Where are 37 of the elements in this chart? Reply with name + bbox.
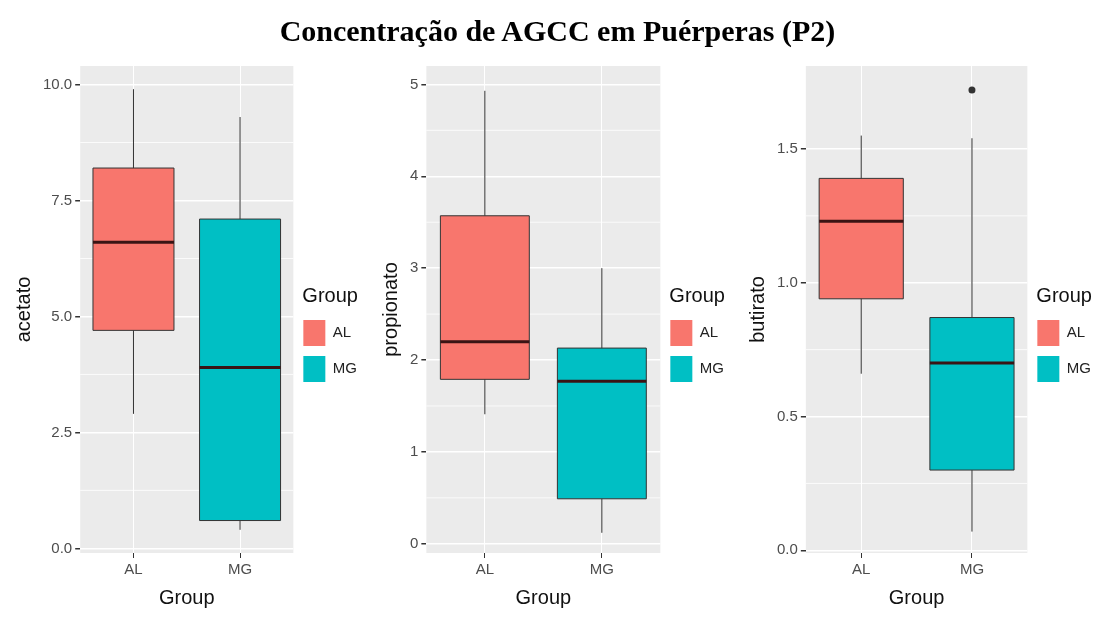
y-tick-label: 2 — [410, 350, 419, 368]
y-tick-label: 1 — [410, 442, 419, 460]
y-axis-title: acetato — [11, 276, 34, 343]
y-tick-label: 5 — [410, 74, 419, 92]
y-tick-label: 1.0 — [776, 272, 798, 290]
y-tick-label: 3 — [410, 258, 419, 276]
y-tick-label: 0.0 — [776, 540, 798, 558]
x-tick-label: MG — [589, 560, 614, 578]
legend-label: AL — [1066, 323, 1086, 341]
y-tick-label: 0.5 — [776, 406, 798, 424]
y-tick-label: 7.5 — [51, 190, 73, 208]
x-axis-title: Group — [888, 585, 945, 608]
y-tick-label: 10.0 — [42, 74, 73, 92]
y-tick-label: 0 — [410, 533, 419, 551]
legend-label: MG — [699, 359, 725, 377]
y-axis-title: propionato — [378, 262, 401, 357]
x-axis-title: Group — [515, 585, 572, 608]
x-tick-label: AL — [475, 560, 495, 578]
y-tick-label: 2.5 — [51, 422, 73, 440]
legend-title: Group — [302, 283, 358, 306]
legend-title: Group — [1036, 283, 1092, 306]
x-tick-label: MG — [959, 560, 985, 578]
x-tick-label: AL — [124, 560, 143, 578]
x-tick-label: MG — [227, 560, 253, 578]
y-axis-title: butirato — [745, 276, 768, 343]
x-tick-label: AL — [852, 560, 871, 578]
y-tick-label: 5.0 — [51, 306, 73, 324]
legend-label: MG — [1066, 359, 1092, 377]
x-axis-title: Group — [158, 585, 215, 608]
legend-label: AL — [332, 323, 352, 341]
y-tick-label: 4 — [410, 166, 419, 184]
y-tick-label: 1.5 — [776, 139, 798, 157]
legend-title: Group — [669, 283, 725, 306]
legend-label: AL — [699, 323, 719, 341]
legend-label: MG — [332, 359, 358, 377]
chart-title: Concentração de AGCC em Puérperas (P2) — [278, 13, 837, 49]
y-tick-label: 0.0 — [51, 538, 73, 556]
